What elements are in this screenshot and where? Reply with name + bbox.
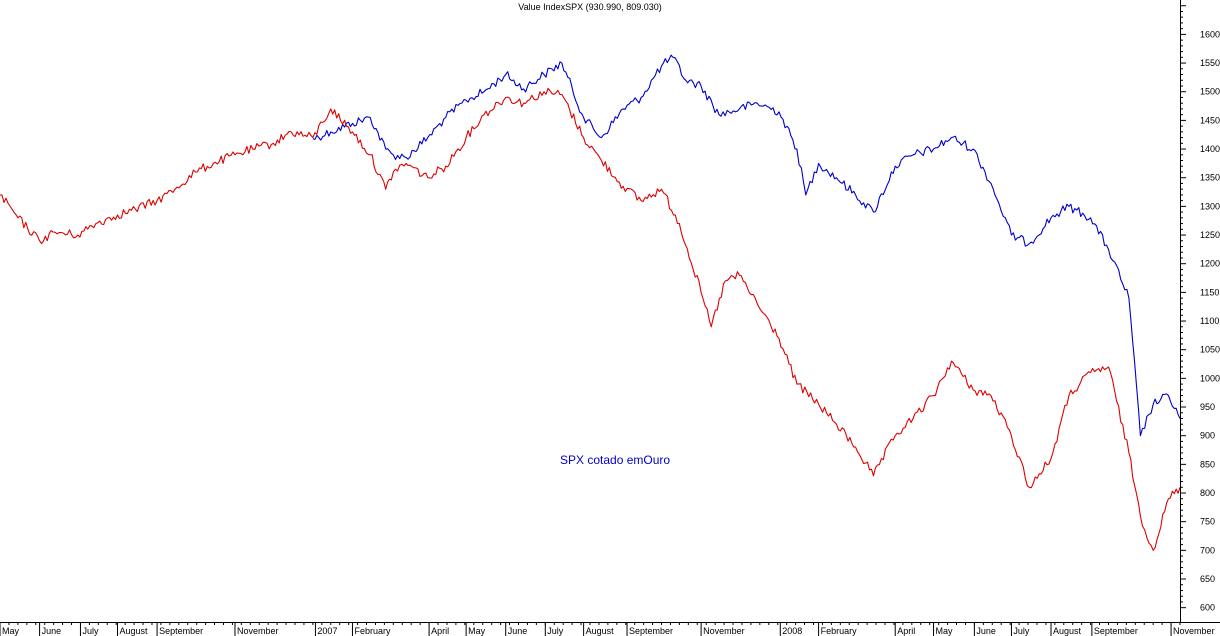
y-tick-label: 1350: [1200, 173, 1220, 183]
y-tick-label: 1450: [1200, 115, 1220, 125]
x-tick-label: February: [354, 626, 391, 636]
x-tick-label: June: [508, 626, 528, 636]
series-line-1: [0, 87, 1181, 551]
x-tick-label: September: [159, 626, 203, 636]
x-tick-label: November: [1173, 626, 1215, 636]
y-tick-label: 600: [1200, 603, 1215, 613]
y-tick-label: 1200: [1200, 259, 1220, 269]
x-tick-label: June: [976, 626, 996, 636]
x-tick-label: July: [82, 626, 99, 636]
x-tick-label: August: [586, 626, 615, 636]
y-tick-label: 800: [1200, 488, 1215, 498]
x-axis: May June July August September November 2007 Fe…: [0, 622, 1220, 636]
series-line-0: [312, 54, 1181, 437]
chart-annotation: SPX cotado emOuro: [560, 453, 671, 467]
y-tick-label: 1500: [1200, 87, 1220, 97]
y-tick-label: 1250: [1200, 230, 1220, 240]
x-tick-label: November: [237, 626, 279, 636]
x-tick-label: May: [468, 626, 486, 636]
x-tick-label: July: [547, 626, 564, 636]
y-axis: 600 650 700 750 800 850 900 950 1000 1050 1100 1150…: [1180, 0, 1220, 622]
x-tick-label: August: [119, 626, 148, 636]
x-tick-label: May: [2, 626, 20, 636]
x-tick-label: April: [897, 626, 915, 636]
x-tick-label: May: [936, 626, 954, 636]
x-tick-label: 2007: [317, 626, 337, 636]
y-tick-label: 900: [1200, 431, 1215, 441]
y-tick-label: 950: [1200, 402, 1215, 412]
y-tick-label: 1000: [1200, 373, 1220, 383]
chart-title: Value IndexSPX (930.990, 809.030): [518, 2, 662, 12]
x-tick-label: June: [42, 626, 62, 636]
y-tick-label: 1400: [1200, 144, 1220, 154]
y-tick-label: 650: [1200, 574, 1215, 584]
y-tick-label: 1300: [1200, 201, 1220, 211]
x-tick-label: April: [431, 626, 449, 636]
x-tick-label: 2008: [782, 626, 802, 636]
y-tick-label: 1050: [1200, 345, 1220, 355]
y-tick-label: 750: [1200, 517, 1215, 527]
y-tick-label: 1150: [1200, 287, 1219, 297]
x-tick-label: July: [1013, 626, 1030, 636]
y-tick-label: 850: [1200, 459, 1215, 469]
x-tick-label: September: [629, 626, 673, 636]
x-tick-label: February: [821, 626, 858, 636]
x-tick-label: August: [1053, 626, 1082, 636]
y-tick-label: 1100: [1200, 316, 1219, 326]
y-tick-label: 1600: [1200, 29, 1220, 39]
y-tick-label: 1550: [1200, 58, 1220, 68]
y-tick-label: 700: [1200, 545, 1215, 555]
series-layer: [0, 54, 1181, 551]
x-tick-label: September: [1094, 626, 1138, 636]
x-tick-label: November: [703, 626, 745, 636]
